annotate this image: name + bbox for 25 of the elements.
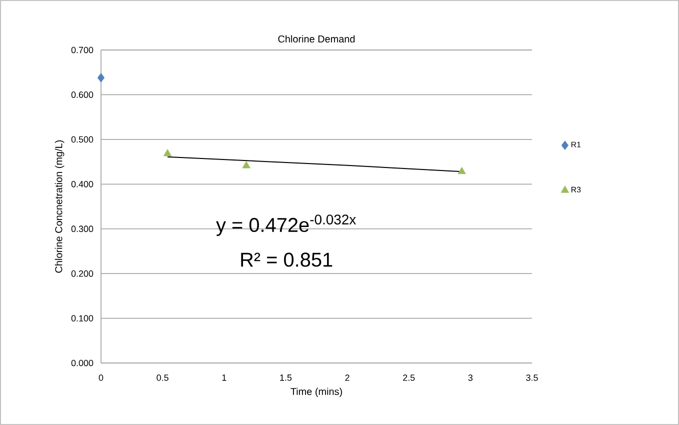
x-tick-label: 0 <box>98 374 104 381</box>
chart-title: Chlorine Demand <box>278 35 355 43</box>
y-tick-label: 0.000 <box>71 360 94 366</box>
x-tick-label: 1 <box>222 374 226 381</box>
x-tick-label: 0.5 <box>156 374 168 381</box>
point <box>163 149 172 156</box>
annotation: y = 0.472e$^{-0.032x}$ <box>216 214 356 236</box>
y-tick-label: 0.700 <box>71 46 94 54</box>
y-tick-label: 0.100 <box>71 315 94 322</box>
point <box>242 161 250 168</box>
y-tick-label: 0.200 <box>71 270 94 277</box>
x-axis-title: Time (mins) <box>290 388 342 397</box>
x-tick-label: 2.5 <box>403 374 415 381</box>
x-tick-label: 2 <box>345 374 350 381</box>
x-tick-label: 3 <box>468 374 473 381</box>
x-tick-label: 3.5 <box>526 374 538 381</box>
x-tick-label: 1.5 <box>280 374 292 381</box>
y-tick-label: 0.600 <box>71 92 94 98</box>
y-tick-label: 0.300 <box>71 226 94 232</box>
point <box>458 166 466 174</box>
annotation: R² = 0.851 <box>241 252 332 267</box>
y-tick-label: 0.500 <box>71 136 94 143</box>
y-tick-label: 0.400 <box>71 180 94 188</box>
point <box>97 73 105 82</box>
y-axis-title: Chlorine Concnetration (mg/L) <box>54 140 64 273</box>
